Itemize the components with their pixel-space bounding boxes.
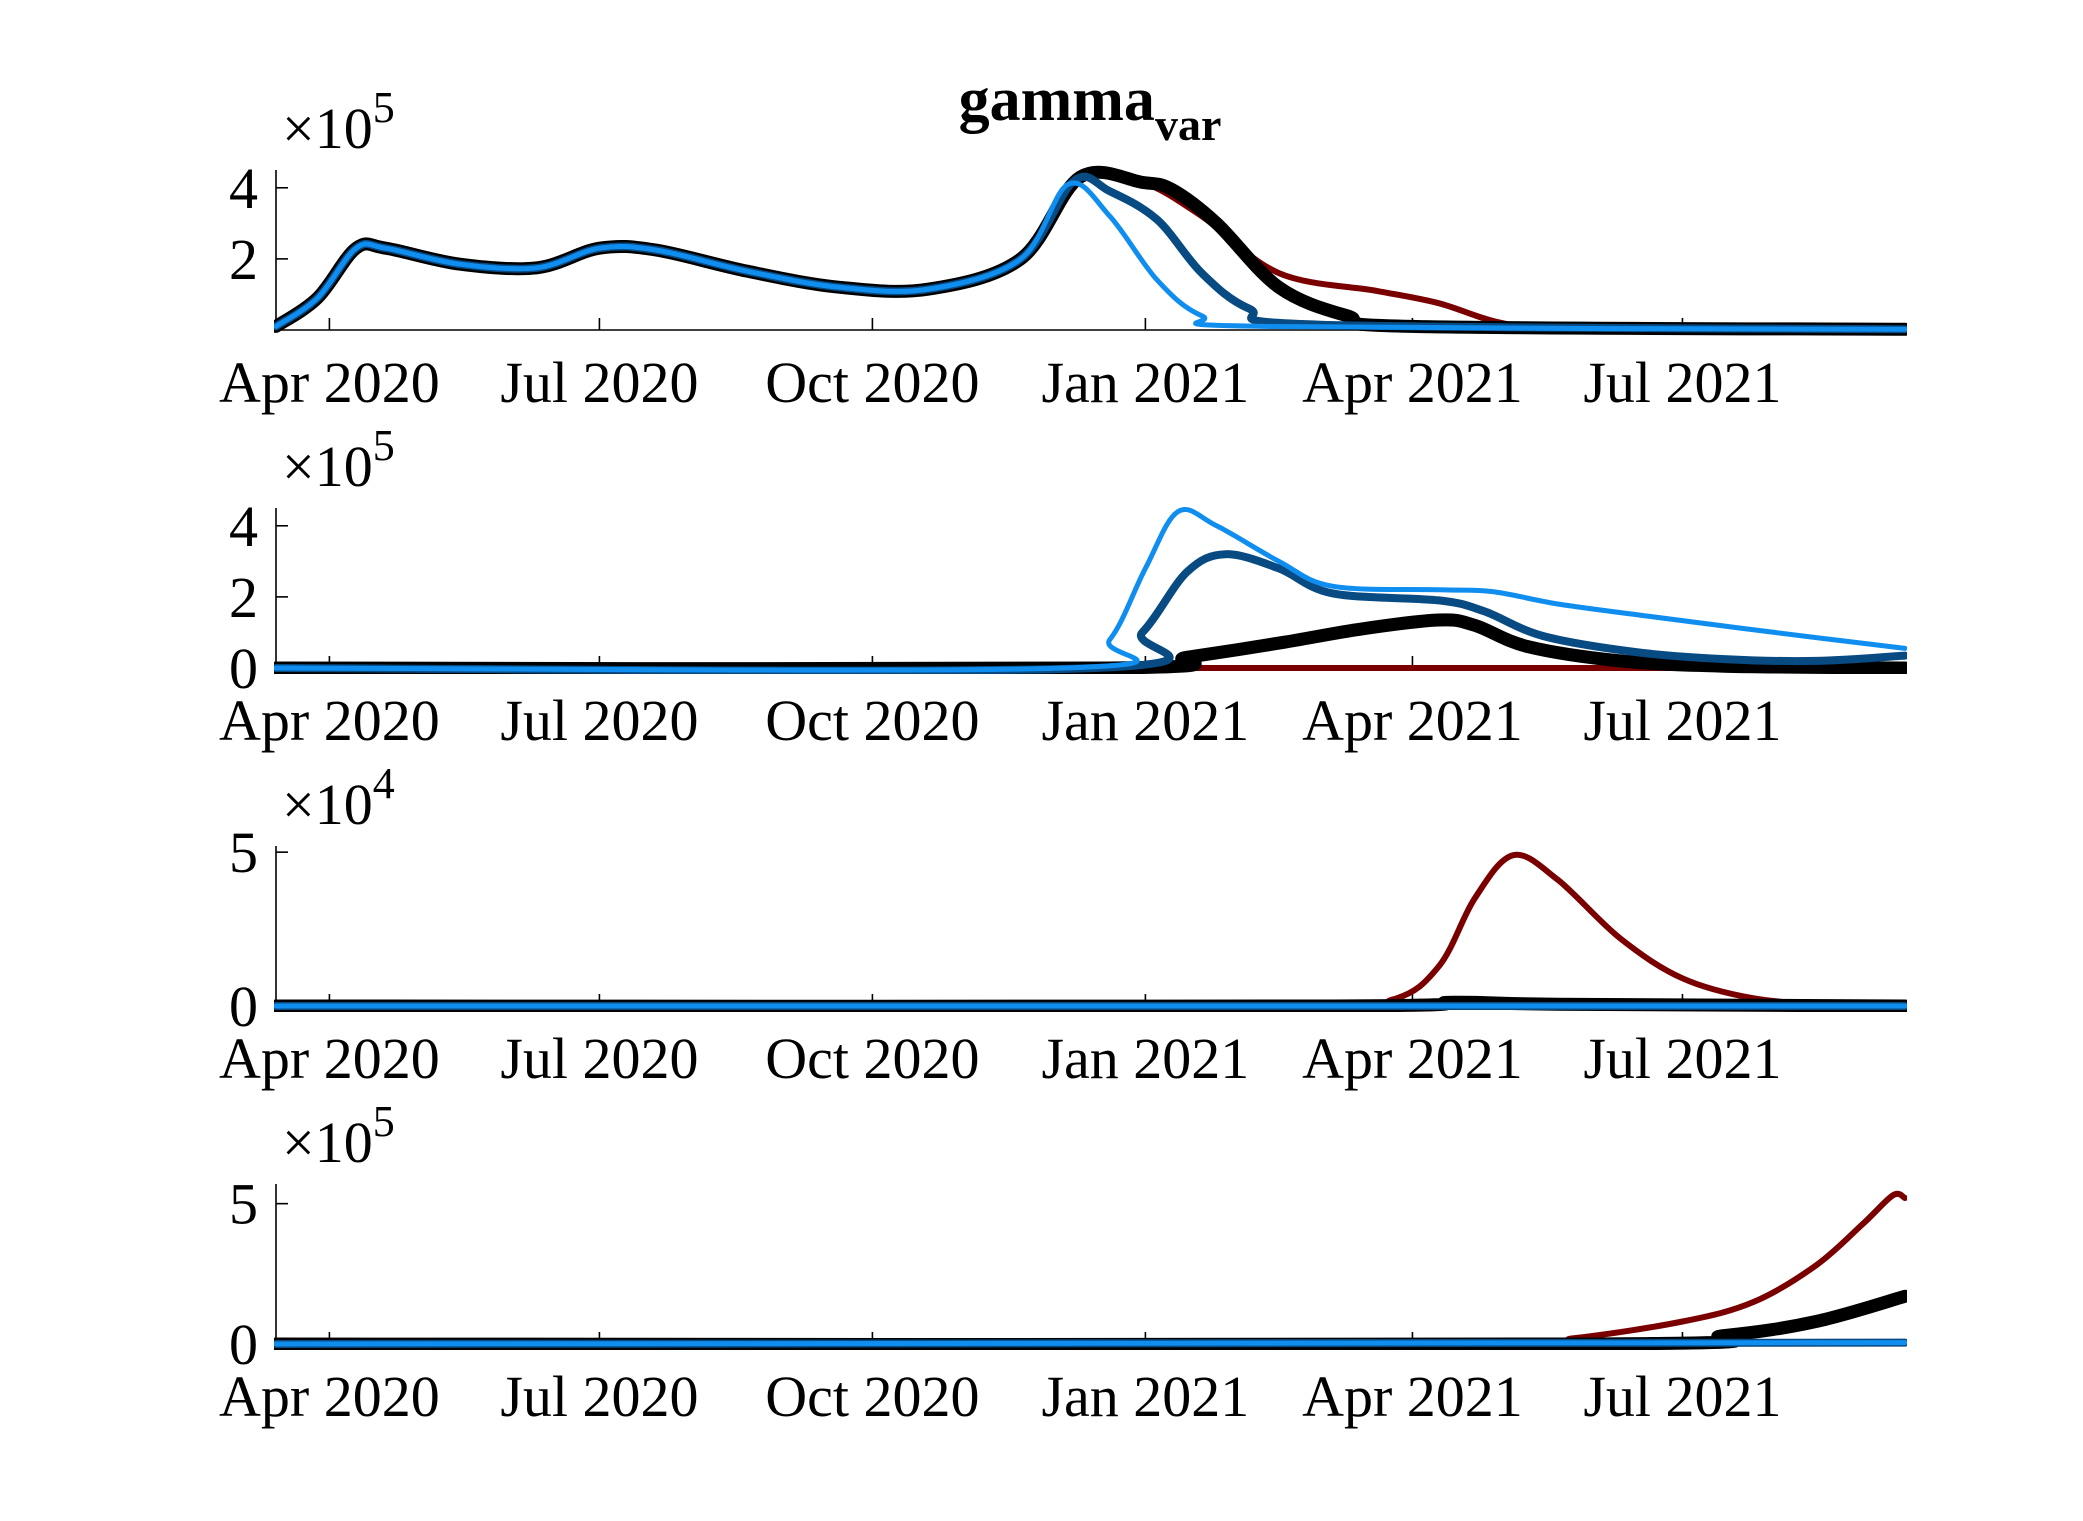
x-tick-label: Apr 2020 (219, 350, 440, 415)
x-tick-label: Oct 2020 (765, 1026, 979, 1091)
x-tick-label: Jul 2020 (500, 350, 698, 415)
series-line-2 (274, 613, 1907, 674)
y-tick-label: 0 (229, 974, 258, 1039)
x-tick-label: Oct 2020 (765, 1364, 979, 1429)
y-exponent-base: ×10 (282, 96, 373, 161)
x-tick-label: Jan 2021 (1041, 1364, 1249, 1429)
figure-title-subscript: var (1155, 99, 1221, 150)
y-tick-label: 4 (229, 156, 258, 221)
x-tick-label: Apr 2021 (1302, 688, 1523, 753)
y-exponent-power: 5 (373, 421, 395, 470)
series-line-3 (274, 550, 1907, 674)
panel-3: 0 5 ×104 Apr 2020 Jul 2020 Oct 2020 Jan 2021 Ap… (219, 759, 1907, 1091)
series-line-2 (274, 1289, 1907, 1350)
y-tick-label: 2 (229, 227, 258, 292)
x-tick-label: Jan 2021 (1041, 1026, 1249, 1091)
series-group (274, 1190, 1907, 1350)
x-tick-label: Apr 2021 (1302, 1364, 1523, 1429)
figure-title-main: gamma (959, 66, 1155, 134)
y-exponent-base: ×10 (282, 1110, 373, 1175)
x-tick-label: Jul 2021 (1583, 1026, 1781, 1091)
y-tick-label: 4 (229, 494, 258, 559)
y-exponent-label: ×104 (282, 759, 395, 837)
y-exponent-power: 5 (373, 83, 395, 132)
y-exponent-power: 5 (373, 1097, 395, 1146)
y-exponent-base: ×10 (282, 434, 373, 499)
figure-title: gammavar (959, 66, 1222, 150)
x-tick-label: Jul 2020 (500, 1026, 698, 1091)
x-tick-label: Jan 2021 (1041, 688, 1249, 753)
x-tick-label: Jan 2021 (1041, 350, 1249, 415)
x-tick-label: Jul 2020 (500, 1364, 698, 1429)
y-tick-label: 0 (229, 1312, 258, 1377)
y-exponent-power: 4 (373, 759, 395, 808)
x-tick-label: Jul 2021 (1583, 1364, 1781, 1429)
x-tick-label: Jul 2021 (1583, 350, 1781, 415)
x-tick-label: Jul 2020 (500, 688, 698, 753)
series-line-4 (274, 1340, 1907, 1347)
series-group (274, 851, 1907, 1012)
series-line-1 (274, 1190, 1907, 1348)
x-tick-label: Apr 2020 (219, 1026, 440, 1091)
y-tick-label: 0 (229, 636, 258, 701)
x-tick-label: Apr 2020 (219, 1364, 440, 1429)
series-line-4 (274, 507, 1907, 673)
x-tick-label: Oct 2020 (765, 688, 979, 753)
y-exponent-label: ×105 (282, 83, 395, 161)
x-tick-label: Apr 2020 (219, 688, 440, 753)
series-line-3 (274, 172, 1907, 334)
y-tick-label: 2 (229, 565, 258, 630)
x-tick-label: Apr 2021 (1302, 350, 1523, 415)
panel-2: 024 ×105 Apr 2020 Jul 2020 Oct 2020 Jan 2021 A… (219, 421, 1907, 753)
y-exponent-label: ×105 (282, 1097, 395, 1175)
y-tick-label: 5 (229, 1172, 258, 1237)
series-line-1 (274, 851, 1907, 1010)
y-exponent-label: ×105 (282, 421, 395, 499)
y-exponent-base: ×10 (282, 772, 373, 837)
x-tick-label: Jul 2021 (1583, 688, 1781, 753)
series-group (274, 165, 1907, 336)
x-tick-label: Oct 2020 (765, 350, 979, 415)
series-group (274, 507, 1907, 674)
x-tick-label: Apr 2021 (1302, 1026, 1523, 1091)
y-tick-label: 5 (229, 820, 258, 885)
series-line-4 (274, 180, 1907, 332)
panel-1: 24 ×105 Apr 2020 Jul 2020 Oct 2020 Jan 2021 Ap… (219, 83, 1907, 415)
